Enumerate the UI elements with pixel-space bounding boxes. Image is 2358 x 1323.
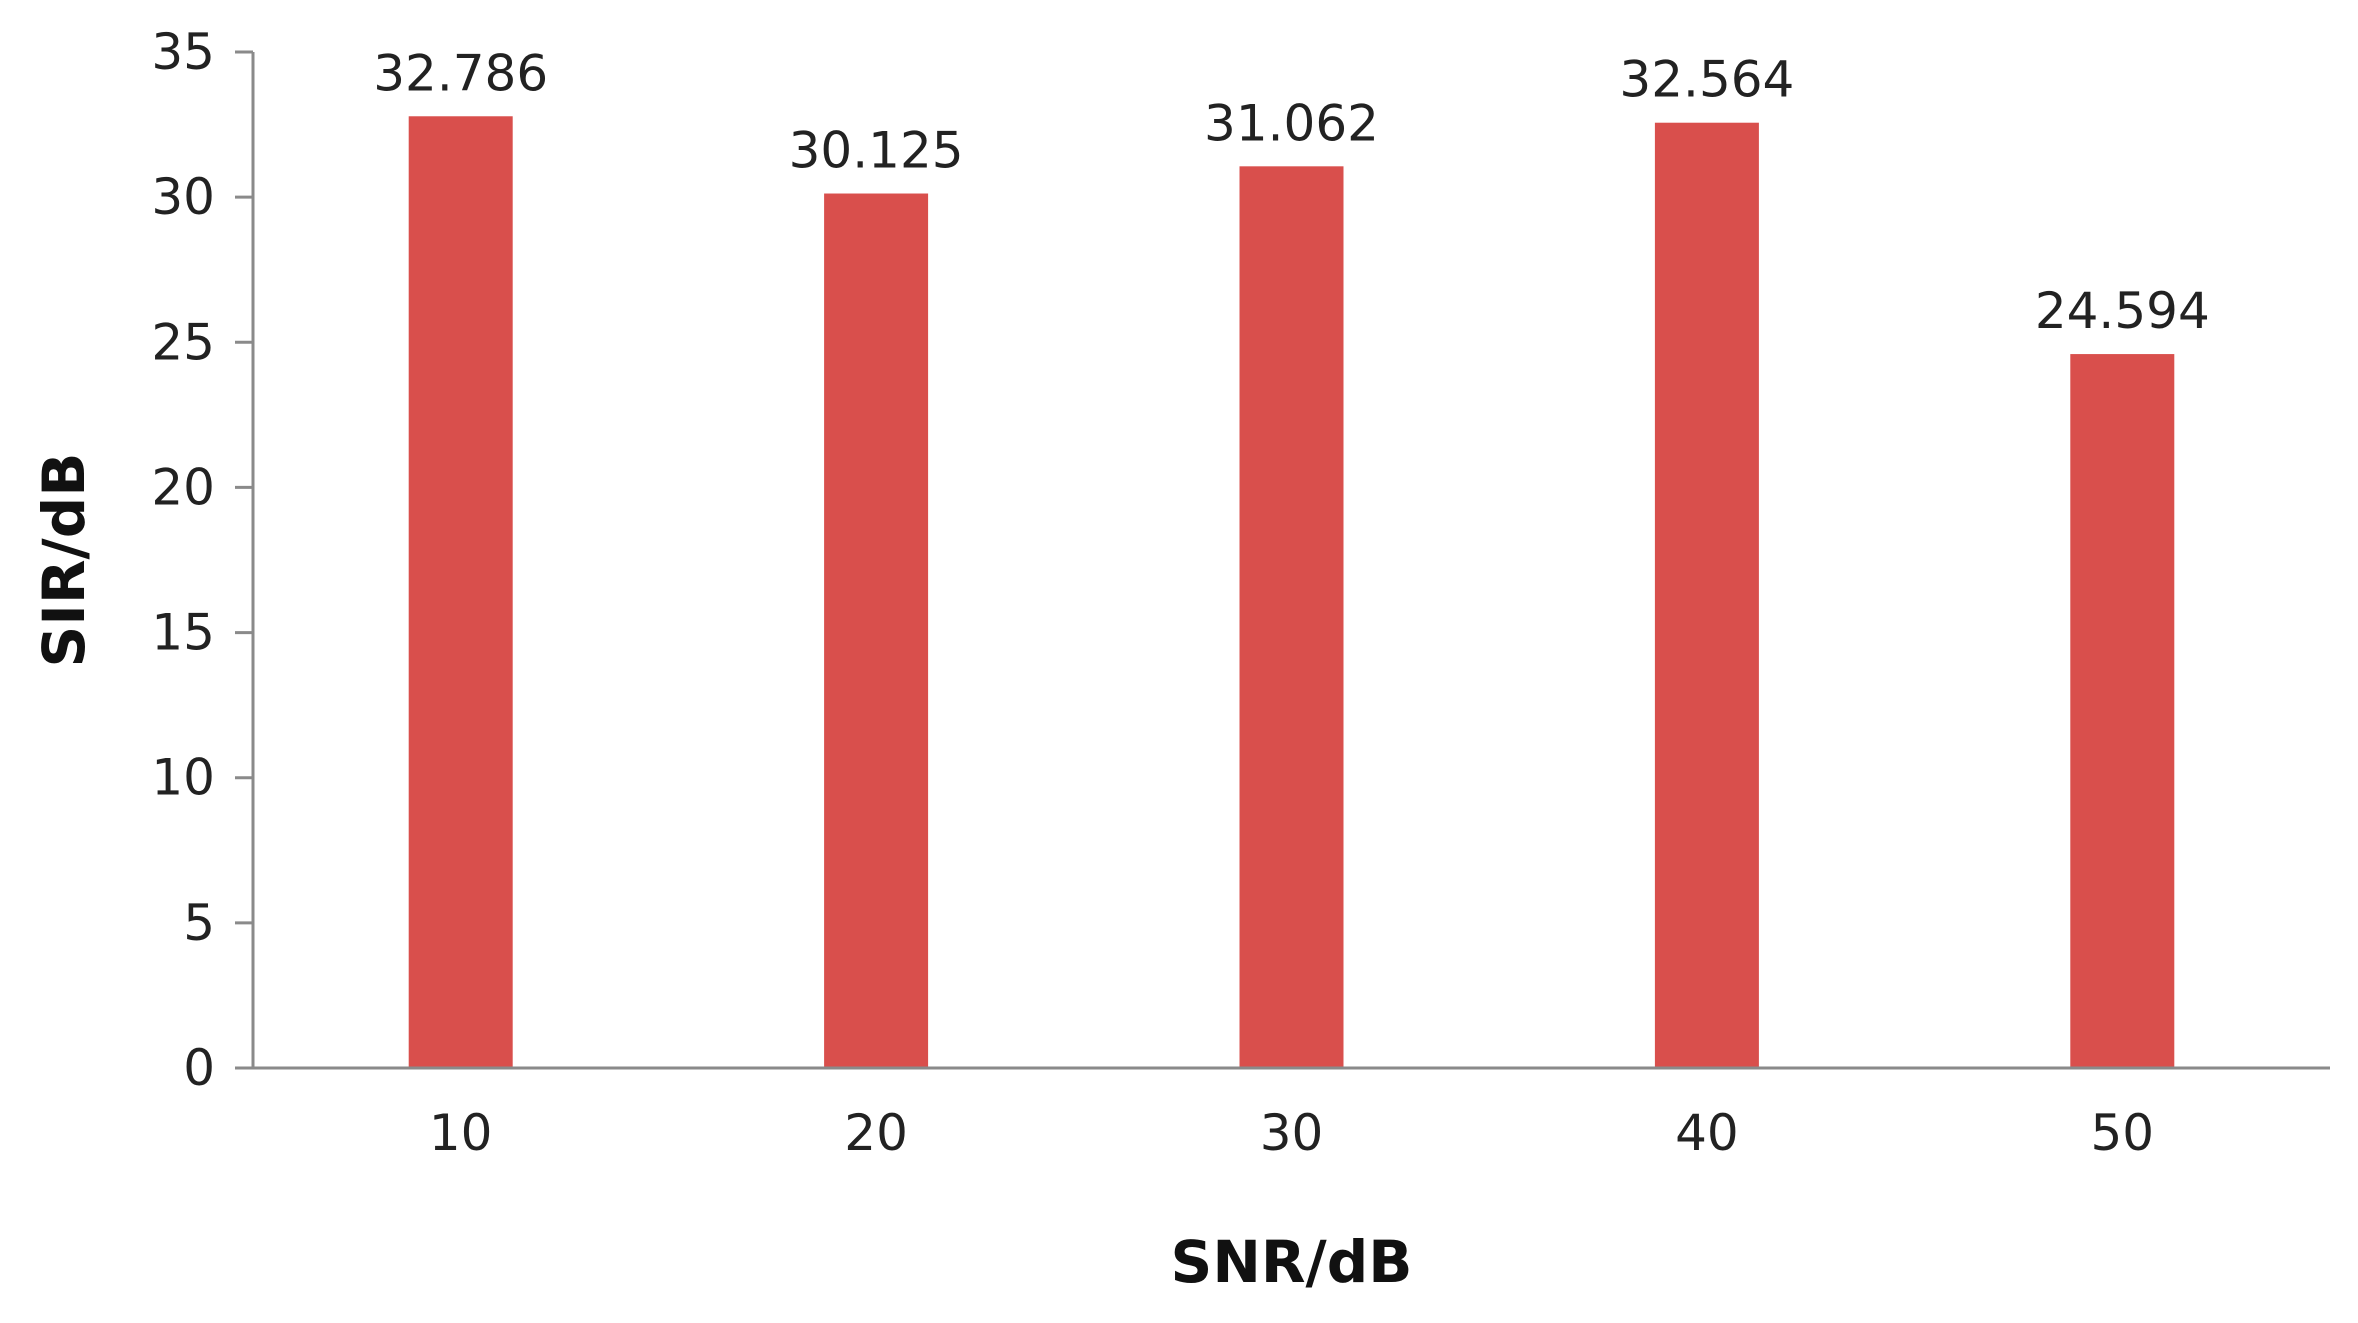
bar-value-label: 31.062 [1204, 94, 1379, 152]
bar-value-label: 32.564 [1619, 51, 1794, 109]
x-tick-label: 30 [1260, 1104, 1324, 1162]
y-axis-ticks: 0 5 10 15 20 25 30 35 [151, 23, 253, 1097]
x-tick-label: 10 [429, 1104, 493, 1162]
bars-group [408, 116, 2175, 1069]
y-tick-label: 35 [151, 23, 215, 81]
y-tick-label: 30 [151, 168, 215, 226]
bar-value-label: 32.786 [373, 44, 548, 102]
y-tick-label: 5 [183, 894, 215, 952]
bar [1654, 122, 1759, 1068]
bar [2070, 354, 2175, 1069]
x-tick-label: 20 [844, 1104, 908, 1162]
x-tick-label: 40 [1675, 1104, 1739, 1162]
x-tick-label: 50 [2090, 1104, 2154, 1162]
y-tick-label: 20 [151, 458, 215, 516]
bar [824, 193, 929, 1068]
x-axis-ticks: 10 20 30 40 50 [429, 1104, 2154, 1162]
y-axis-title: SIR/dB [30, 453, 98, 668]
bar-value-label: 24.594 [2035, 282, 2210, 340]
data-labels-group: 32.786 30.125 31.062 32.564 24.594 [373, 44, 2210, 340]
bar [408, 116, 513, 1068]
y-tick-label: 10 [151, 749, 215, 807]
y-tick-label: 15 [151, 604, 215, 662]
bar [1239, 166, 1344, 1068]
x-axis-title: SNR/dB [1171, 1228, 1413, 1296]
y-tick-label: 25 [151, 313, 215, 371]
y-tick-label: 0 [183, 1039, 215, 1097]
bar-value-label: 30.125 [789, 122, 964, 180]
